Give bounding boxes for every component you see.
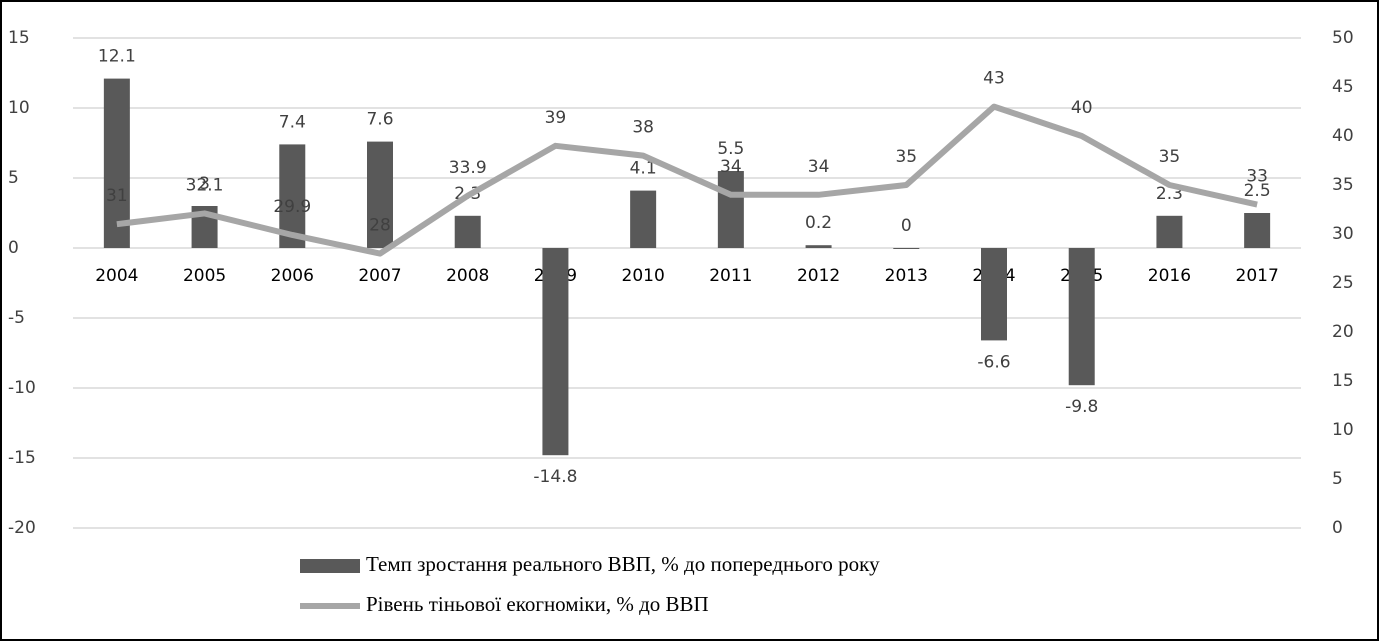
- line-label: 35: [1159, 147, 1181, 167]
- bar-label: 4.1: [630, 159, 657, 179]
- y2-tick-label: 15: [1332, 371, 1354, 391]
- bar-label: 0.2: [805, 213, 832, 233]
- x-tick-label: 2011: [709, 266, 752, 286]
- y-tick-label: 5: [8, 168, 19, 188]
- legend-label: Рівень тіньової екогноміки, % до ВВП: [366, 592, 709, 616]
- bar-label: 5.5: [717, 139, 744, 159]
- bar: [893, 248, 920, 249]
- bar: [1244, 213, 1271, 248]
- y2-tick-label: 25: [1332, 273, 1354, 293]
- x-tick-label: 2016: [1148, 266, 1191, 286]
- line-label: 33: [1246, 167, 1268, 187]
- line-label: 29.9: [273, 197, 311, 217]
- line-label: 33.9: [449, 158, 487, 178]
- x-tick-label: 2008: [446, 266, 489, 286]
- bar-label: 0: [901, 216, 912, 236]
- line: [116, 103, 1258, 257]
- bar-label: -14.8: [533, 467, 577, 487]
- x-tick-label: 2004: [95, 266, 138, 286]
- line-label: 31: [106, 186, 128, 206]
- line-label: 34: [720, 157, 742, 177]
- bar: [103, 78, 130, 248]
- bar-label: -6.6: [977, 352, 1010, 372]
- y2-tick-label: 0: [1332, 518, 1343, 538]
- y-tick-label: -5: [8, 308, 25, 328]
- y2-tick-label: 5: [1332, 469, 1343, 489]
- y2-tick-label: 30: [1332, 224, 1354, 244]
- line-label: 34: [808, 157, 830, 177]
- bar-label: 2.5: [1244, 181, 1271, 201]
- line-label: 35: [895, 147, 917, 167]
- y2-tick-label: 50: [1332, 28, 1354, 48]
- y2-tick-label: 35: [1332, 175, 1354, 195]
- y2-tick-label: 10: [1332, 420, 1354, 440]
- bar-label: 7.4: [279, 112, 306, 132]
- y-tick-label: 15: [8, 28, 30, 48]
- x-tick-label: 2007: [358, 266, 401, 286]
- y2-tick-label: 45: [1332, 77, 1354, 97]
- line-label: 43: [983, 69, 1005, 89]
- x-tick-label: 2012: [797, 266, 840, 286]
- y-tick-label: 0: [8, 238, 19, 258]
- line-label: 28: [369, 216, 391, 236]
- x-tick-label: 2017: [1236, 266, 1279, 286]
- bar: [542, 248, 569, 456]
- y2-tick-label: 40: [1332, 126, 1354, 146]
- line-label: 32.1: [186, 175, 224, 195]
- bar-label: 7.6: [366, 110, 393, 130]
- x-tick-label: 2010: [622, 266, 665, 286]
- bar-label: -9.8: [1065, 397, 1098, 417]
- legend-swatch: [300, 559, 360, 573]
- line-label: 39: [545, 108, 567, 128]
- line-label: 40: [1071, 98, 1093, 118]
- bar: [717, 171, 744, 248]
- y2-tick-label: 20: [1332, 322, 1354, 342]
- bar: [1156, 215, 1183, 248]
- bar: [981, 248, 1007, 341]
- bar: [1068, 248, 1095, 386]
- bar: [805, 245, 832, 248]
- legend-label: Темп зростання реального ВВП, % до попер…: [366, 552, 880, 576]
- x-tick-label: 2005: [183, 266, 226, 286]
- line-label: 38: [632, 118, 654, 138]
- y-tick-label: -10: [8, 378, 36, 398]
- bar-label: 12.1: [98, 47, 136, 67]
- bar: [367, 141, 393, 248]
- y-tick-label: -20: [8, 518, 36, 538]
- x-tick-label: 2013: [885, 266, 928, 286]
- bar: [454, 215, 481, 248]
- bar: [630, 190, 657, 248]
- y-tick-label: -15: [8, 448, 36, 468]
- bar-label: 3: [199, 174, 210, 194]
- y-tick-label: 10: [8, 98, 30, 118]
- x-tick-label: 2006: [271, 266, 314, 286]
